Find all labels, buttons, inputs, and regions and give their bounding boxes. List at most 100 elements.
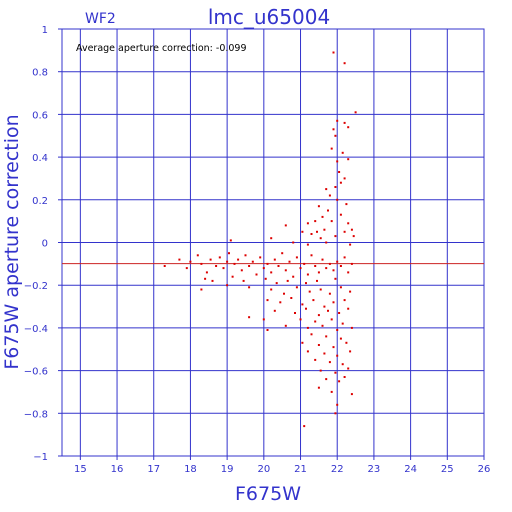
data-point [336,354,339,357]
data-point [292,241,295,244]
y-tick-label: −0.8 [24,409,48,420]
data-point [259,256,262,259]
y-tick-label: −0.2 [24,281,48,292]
data-point [248,316,251,319]
data-point [215,265,218,267]
data-point [350,262,353,265]
data-point [244,254,247,257]
data-point [354,111,357,114]
y-tick-label: 0.6 [32,110,48,121]
data-point [334,371,337,374]
x-tick-label: 24 [404,464,417,475]
x-tick-label: 26 [478,464,491,475]
data-point [305,282,307,285]
data-point [328,361,331,364]
data-point [336,119,339,122]
x-tick-label: 19 [221,464,234,475]
data-point [334,412,337,415]
data-point [211,279,214,282]
y-tick-label: −1 [33,452,48,463]
data-point [321,258,324,261]
data-point [200,288,203,291]
x-tick-label: 22 [331,464,344,475]
data-point [332,128,335,131]
data-point [283,292,285,295]
data-point [314,220,317,223]
data-point [336,160,339,163]
data-point [299,267,302,270]
data-point [339,286,342,289]
data-point [339,213,342,216]
data-point [306,243,309,246]
data-point [284,269,287,272]
data-point [240,269,243,272]
data-point [205,271,208,274]
data-point [319,288,322,291]
data-point [218,256,221,259]
data-point [163,265,166,267]
data-point [270,288,273,291]
data-points [163,51,357,428]
data-point [314,265,317,267]
data-point [284,324,287,327]
data-point [270,271,273,274]
data-point [341,322,344,325]
data-point [189,260,192,263]
data-point [294,312,296,314]
data-point [339,337,342,340]
data-point [273,258,276,261]
data-point [317,314,320,317]
data-point [319,369,322,372]
data-point [317,205,320,208]
data-point [334,277,337,280]
data-point [275,282,278,285]
data-point [316,230,318,233]
plot-frame [61,28,485,457]
data-point [290,297,293,299]
data-point [262,267,265,270]
data-point [321,215,324,218]
data-point [332,269,335,272]
data-point [341,363,344,366]
y-tick-label: 0.2 [32,196,48,207]
data-point [305,307,307,310]
data-point [332,346,335,349]
data-point [323,352,326,355]
data-point [301,230,304,233]
data-point [349,290,352,293]
data-point [343,121,346,124]
data-point [316,279,318,282]
data-point [242,279,245,282]
x-tick-label: 15 [74,464,87,475]
data-point [343,376,346,378]
data-point [281,252,284,255]
y-tick-label: −0.6 [24,367,48,378]
data-point [306,222,309,225]
data-point [288,260,291,263]
data-point [204,277,207,280]
data-point [233,262,236,265]
data-point [327,209,329,212]
data-point [328,292,331,295]
data-point [319,237,322,240]
data-point [306,350,309,353]
data-point [310,233,313,235]
data-point [310,333,313,336]
data-point [323,228,326,231]
data-point [248,265,251,267]
data-point [339,181,342,184]
data-point [347,126,350,129]
x-tick-label: 17 [147,464,160,475]
average-correction-annotation: Average aperture correction: -0.099 [76,43,247,54]
data-point [330,147,333,150]
y-tick-label: 0.8 [32,68,48,79]
data-point [312,299,315,302]
data-point [332,301,335,304]
data-point [334,134,337,137]
data-point [328,194,331,197]
data-point [330,318,333,321]
data-point [330,220,333,223]
data-point [310,254,313,257]
y-tick-labels: 1 0.8 0.6 0.4 0.2 0 −0.2 −0.4 −0.6 −0.8 −1 [24,25,48,463]
